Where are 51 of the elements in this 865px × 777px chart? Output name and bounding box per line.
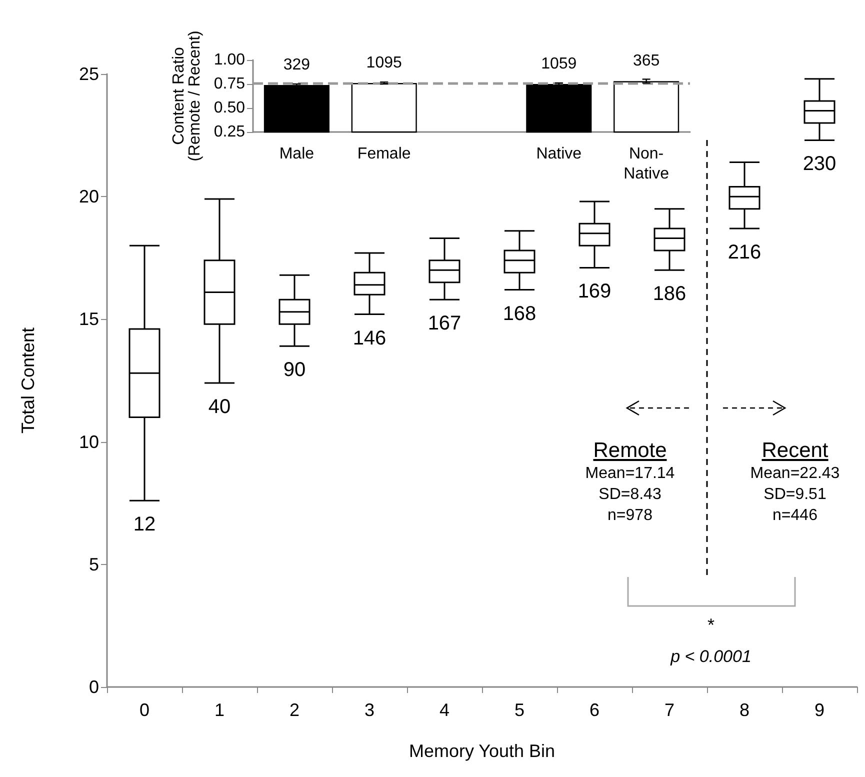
annotation: 167 [428, 312, 462, 335]
x-tick-label: 4 [439, 700, 450, 720]
y-tick-label: 25 [78, 64, 99, 84]
annotation: 169 [578, 280, 612, 303]
x-tick-label: 2 [289, 700, 300, 720]
annotation: 40 [208, 396, 231, 418]
annotation: Mean=22.43 [750, 465, 840, 482]
annotation: n=446 [772, 507, 818, 524]
x-tick-label: Female [357, 146, 411, 162]
y-tick-label: 10 [78, 432, 99, 452]
annotation: 168 [502, 302, 536, 325]
annotation: 329 [283, 56, 310, 74]
x-tick-label: Native [536, 146, 582, 162]
annotation: n=978 [608, 507, 652, 524]
annotation: Mean=17.14 [585, 465, 675, 482]
annotation: 365 [632, 52, 660, 70]
annotation: 230 [802, 153, 836, 176]
annotation: 186 [652, 283, 686, 306]
x-tick-label: Male [279, 146, 314, 162]
annotation: * [707, 615, 715, 635]
y-tick-label: 1.00 [214, 52, 246, 68]
x-tick-label: 3 [364, 700, 375, 720]
y-tick-label: 5 [88, 554, 99, 574]
x-tick-label: 1 [214, 700, 225, 720]
x-tick-label: 6 [589, 700, 600, 720]
x-tick-label: 5 [514, 700, 525, 720]
y-tick-label: 0 [88, 677, 99, 697]
y-tick-label: 0.50 [214, 100, 246, 116]
x-tick-label: 0 [139, 700, 150, 720]
annotation: SD=9.51 [764, 486, 826, 503]
y-axis-title: Content Ratio (Remote / Recent) [170, 30, 204, 162]
y-tick-label: 0.25 [214, 124, 246, 140]
x-tick-label: 7 [664, 700, 675, 720]
y-tick-label: 15 [78, 309, 99, 330]
y-tick-label: 20 [78, 186, 99, 207]
x-tick-label: Non-Native [624, 146, 670, 182]
annotation: Recent [762, 439, 828, 462]
annotation: 1059 [541, 56, 577, 72]
x-tick-label: 8 [739, 700, 750, 720]
x-axis-title: Memory Youth Bin [408, 741, 556, 761]
annotation: SD=8.43 [598, 486, 662, 503]
annotation: 90 [283, 359, 306, 382]
annotation: 1095 [366, 54, 402, 72]
y-tick-label: 0.75 [214, 76, 246, 92]
annotation: 146 [352, 327, 386, 350]
annotation: 12 [133, 514, 156, 536]
annotation: 216 [728, 241, 762, 264]
annotation: Remote [593, 439, 667, 462]
y-axis-title: Total Content [18, 327, 38, 434]
x-tick-label: 9 [814, 700, 825, 720]
annotation: p < 0.0001 [670, 647, 752, 666]
